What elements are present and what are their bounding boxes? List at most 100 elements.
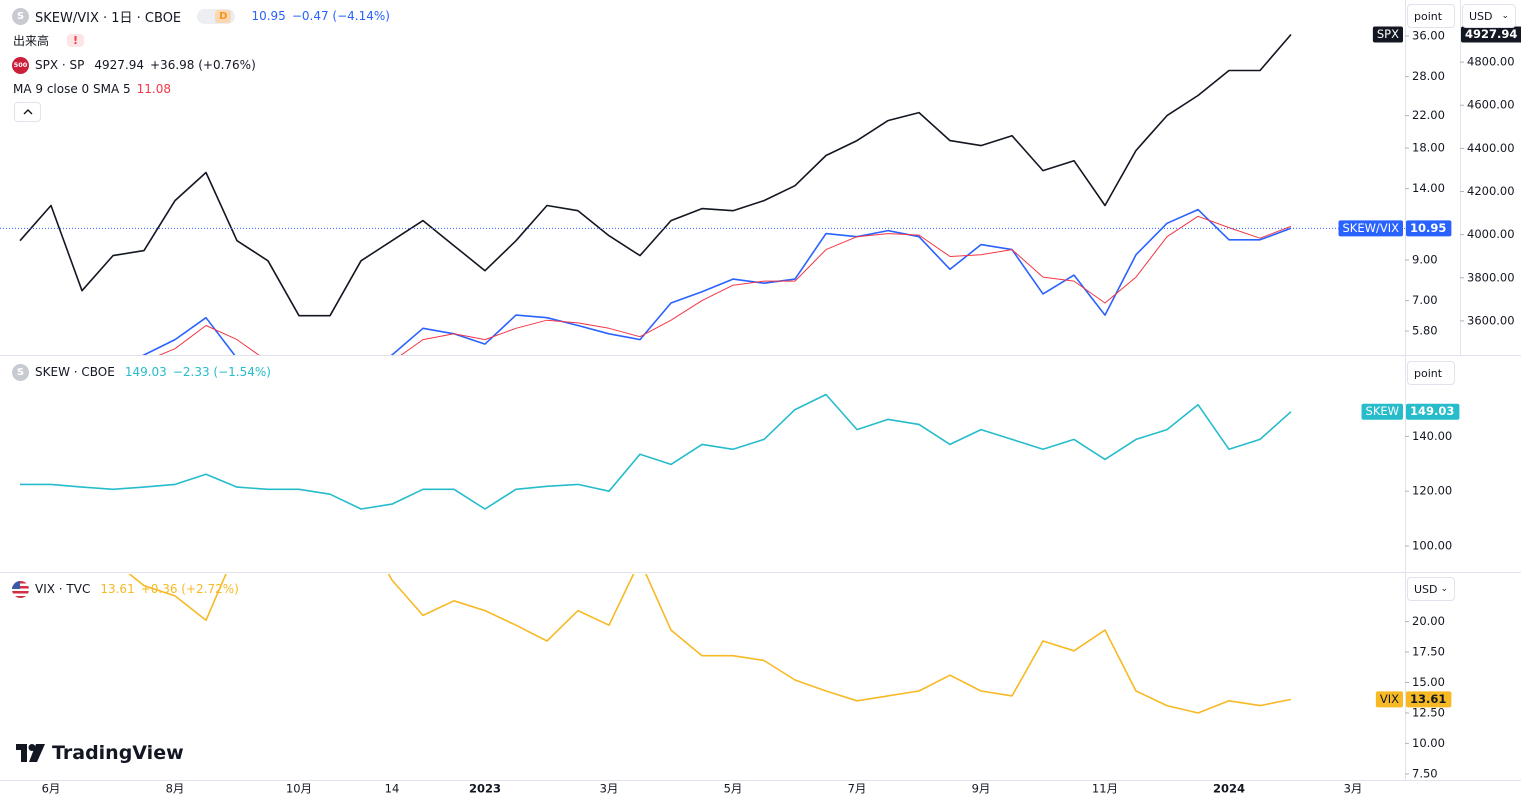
y-tick-label: 120.00 bbox=[1412, 484, 1452, 498]
price-tag-name-bg bbox=[1375, 691, 1403, 708]
series-line bbox=[128, 574, 1292, 714]
series-line bbox=[158, 215, 1292, 355]
y-tick-label: 3600.00 bbox=[1467, 313, 1515, 327]
price-tag-name: VIX bbox=[1380, 692, 1399, 706]
price-tag-value: 13.61 bbox=[1410, 692, 1446, 706]
button-label: USD bbox=[1414, 582, 1438, 596]
price-tag-name: SKEW bbox=[1366, 404, 1399, 418]
x-tick-label: 5月 bbox=[724, 782, 743, 796]
volume-title[interactable]: 出来高 bbox=[13, 33, 50, 48]
y-tick-label: 10.00 bbox=[1412, 736, 1445, 750]
logo[interactable]: TradingView bbox=[16, 742, 184, 764]
legend-price: 13.61 bbox=[100, 582, 135, 596]
symbol-icon: S bbox=[12, 7, 29, 25]
y-tick-label: 28.00 bbox=[1412, 69, 1445, 83]
price-tag-value-bg bbox=[1406, 220, 1452, 237]
currency-button[interactable]: USD ⌄ bbox=[1407, 577, 1455, 601]
y-tick-label: 4600.00 bbox=[1467, 98, 1515, 112]
y-tick-label: 4400.00 bbox=[1467, 141, 1515, 155]
button-label: point bbox=[1414, 366, 1443, 380]
scale-button[interactable]: point bbox=[1407, 4, 1455, 28]
price-tag-value: 4927.94 bbox=[1465, 27, 1517, 41]
x-tick-label: 8月 bbox=[166, 782, 185, 796]
y-tick-label: 14.00 bbox=[1412, 181, 1445, 195]
price-tag-value-bg bbox=[1406, 403, 1460, 420]
y-tick-label: 20.00 bbox=[1412, 614, 1445, 628]
y-tick-label: 12.50 bbox=[1412, 705, 1445, 719]
series-line bbox=[141, 208, 1292, 355]
legend-price: 10.95 bbox=[251, 9, 286, 23]
series-line bbox=[20, 393, 1292, 510]
legend-change: +36.98 (+0.76%) bbox=[150, 58, 256, 72]
y-tick-label: 100.00 bbox=[1412, 538, 1452, 552]
y-tick-label: 9.00 bbox=[1412, 253, 1438, 267]
y-tick-label: 22.00 bbox=[1412, 108, 1445, 122]
symbol-icon: 500 bbox=[12, 56, 29, 74]
y-tick-label: 140.00 bbox=[1412, 429, 1452, 443]
price-tag-name-bg bbox=[1372, 26, 1403, 43]
price-tag-name: SPX bbox=[1377, 27, 1399, 41]
symbol-title[interactable]: SPX · SP bbox=[35, 58, 85, 72]
plot-area bbox=[19, 33, 1292, 355]
x-tick-label: 11月 bbox=[1092, 782, 1118, 796]
symbol-title[interactable]: VIX · TVC bbox=[35, 582, 91, 596]
interval-pill[interactable]: D bbox=[197, 8, 236, 24]
warning-badge[interactable]: ! bbox=[67, 33, 85, 47]
x-tick-label: 10月 bbox=[286, 782, 312, 796]
plot-area bbox=[128, 574, 1292, 714]
y-tick-label: 15.00 bbox=[1412, 675, 1445, 689]
y-tick-label: 4000.00 bbox=[1467, 227, 1515, 241]
y-tick-label: 4200.00 bbox=[1467, 184, 1515, 198]
price-tag-name-bg bbox=[1338, 220, 1403, 237]
logo-mark bbox=[16, 744, 45, 762]
dropdown-caret: ⌄ bbox=[1440, 584, 1448, 594]
indicator-title[interactable]: MA 9 close 0 SMA 5 bbox=[13, 82, 131, 96]
y-tick-label: 4800.00 bbox=[1467, 55, 1515, 69]
price-tag-value: 10.95 bbox=[1410, 221, 1446, 235]
dropdown-caret: ⌄ bbox=[1501, 11, 1509, 21]
legend-price: 11.08 bbox=[136, 82, 171, 96]
interval-badge: D bbox=[215, 9, 232, 23]
price-tag-value-bg bbox=[1406, 691, 1452, 708]
symbol-title[interactable]: SKEW/VIX · 1日 · CBOE bbox=[35, 10, 182, 26]
y-tick-label: 7.50 bbox=[1412, 766, 1438, 780]
price-tag-value-bg bbox=[1461, 26, 1521, 43]
x-tick-label: 14 bbox=[385, 782, 400, 796]
x-tick-label: 2024 bbox=[1213, 782, 1245, 796]
legend-price: 149.03 bbox=[124, 365, 167, 379]
y-tick-label: 3800.00 bbox=[1467, 270, 1515, 284]
x-tick-label: 3月 bbox=[1344, 782, 1363, 796]
x-tick-label: 2023 bbox=[469, 782, 501, 796]
flag-icon bbox=[12, 580, 29, 598]
price-tag-value: 149.03 bbox=[1410, 404, 1454, 418]
legend-row: S SKEW · CBOE 149.03 −2.33 (−1.54%) bbox=[12, 362, 271, 382]
legend-price: 4927.94 bbox=[94, 58, 144, 72]
legend-row: MA 9 close 0 SMA 5 11.08 bbox=[13, 79, 171, 99]
x-tick-label: 3月 bbox=[600, 782, 619, 796]
plot-area bbox=[20, 393, 1292, 510]
x-tick-label: 6月 bbox=[42, 782, 61, 796]
legend-row: 出来高 ! bbox=[13, 30, 85, 50]
x-tick-label: 7月 bbox=[848, 782, 867, 796]
button-label: USD bbox=[1469, 9, 1493, 23]
scale-button[interactable]: point bbox=[1407, 361, 1455, 385]
legend-row: 500 SPX · SP 4927.94 +36.98 (+0.76%) bbox=[12, 55, 256, 75]
y-tick-label: 18.00 bbox=[1412, 141, 1445, 155]
price-tag-name-bg bbox=[1361, 403, 1403, 420]
legend-change: −2.33 (−1.54%) bbox=[172, 365, 271, 379]
y-tick-label: 7.00 bbox=[1412, 293, 1438, 307]
price-tag-name: SKEW/VIX bbox=[1343, 221, 1400, 235]
series-line bbox=[19, 33, 1292, 317]
symbol-title[interactable]: SKEW · CBOE bbox=[35, 365, 115, 379]
chevron bbox=[23, 109, 32, 115]
currency-button[interactable]: USD ⌄ bbox=[1462, 4, 1516, 28]
legend-change: +0.36 (+2.72%) bbox=[140, 582, 239, 596]
legend-change: −0.47 (−4.14%) bbox=[291, 9, 390, 23]
button-label: point bbox=[1414, 9, 1443, 23]
y-tick-label: 36.00 bbox=[1412, 29, 1445, 43]
collapse-button[interactable] bbox=[14, 102, 41, 122]
logo-text: TradingView bbox=[52, 742, 184, 764]
legend-row: S SKEW/VIX · 1日 · CBOE D 10.95 −0.47 (−4… bbox=[12, 6, 390, 26]
